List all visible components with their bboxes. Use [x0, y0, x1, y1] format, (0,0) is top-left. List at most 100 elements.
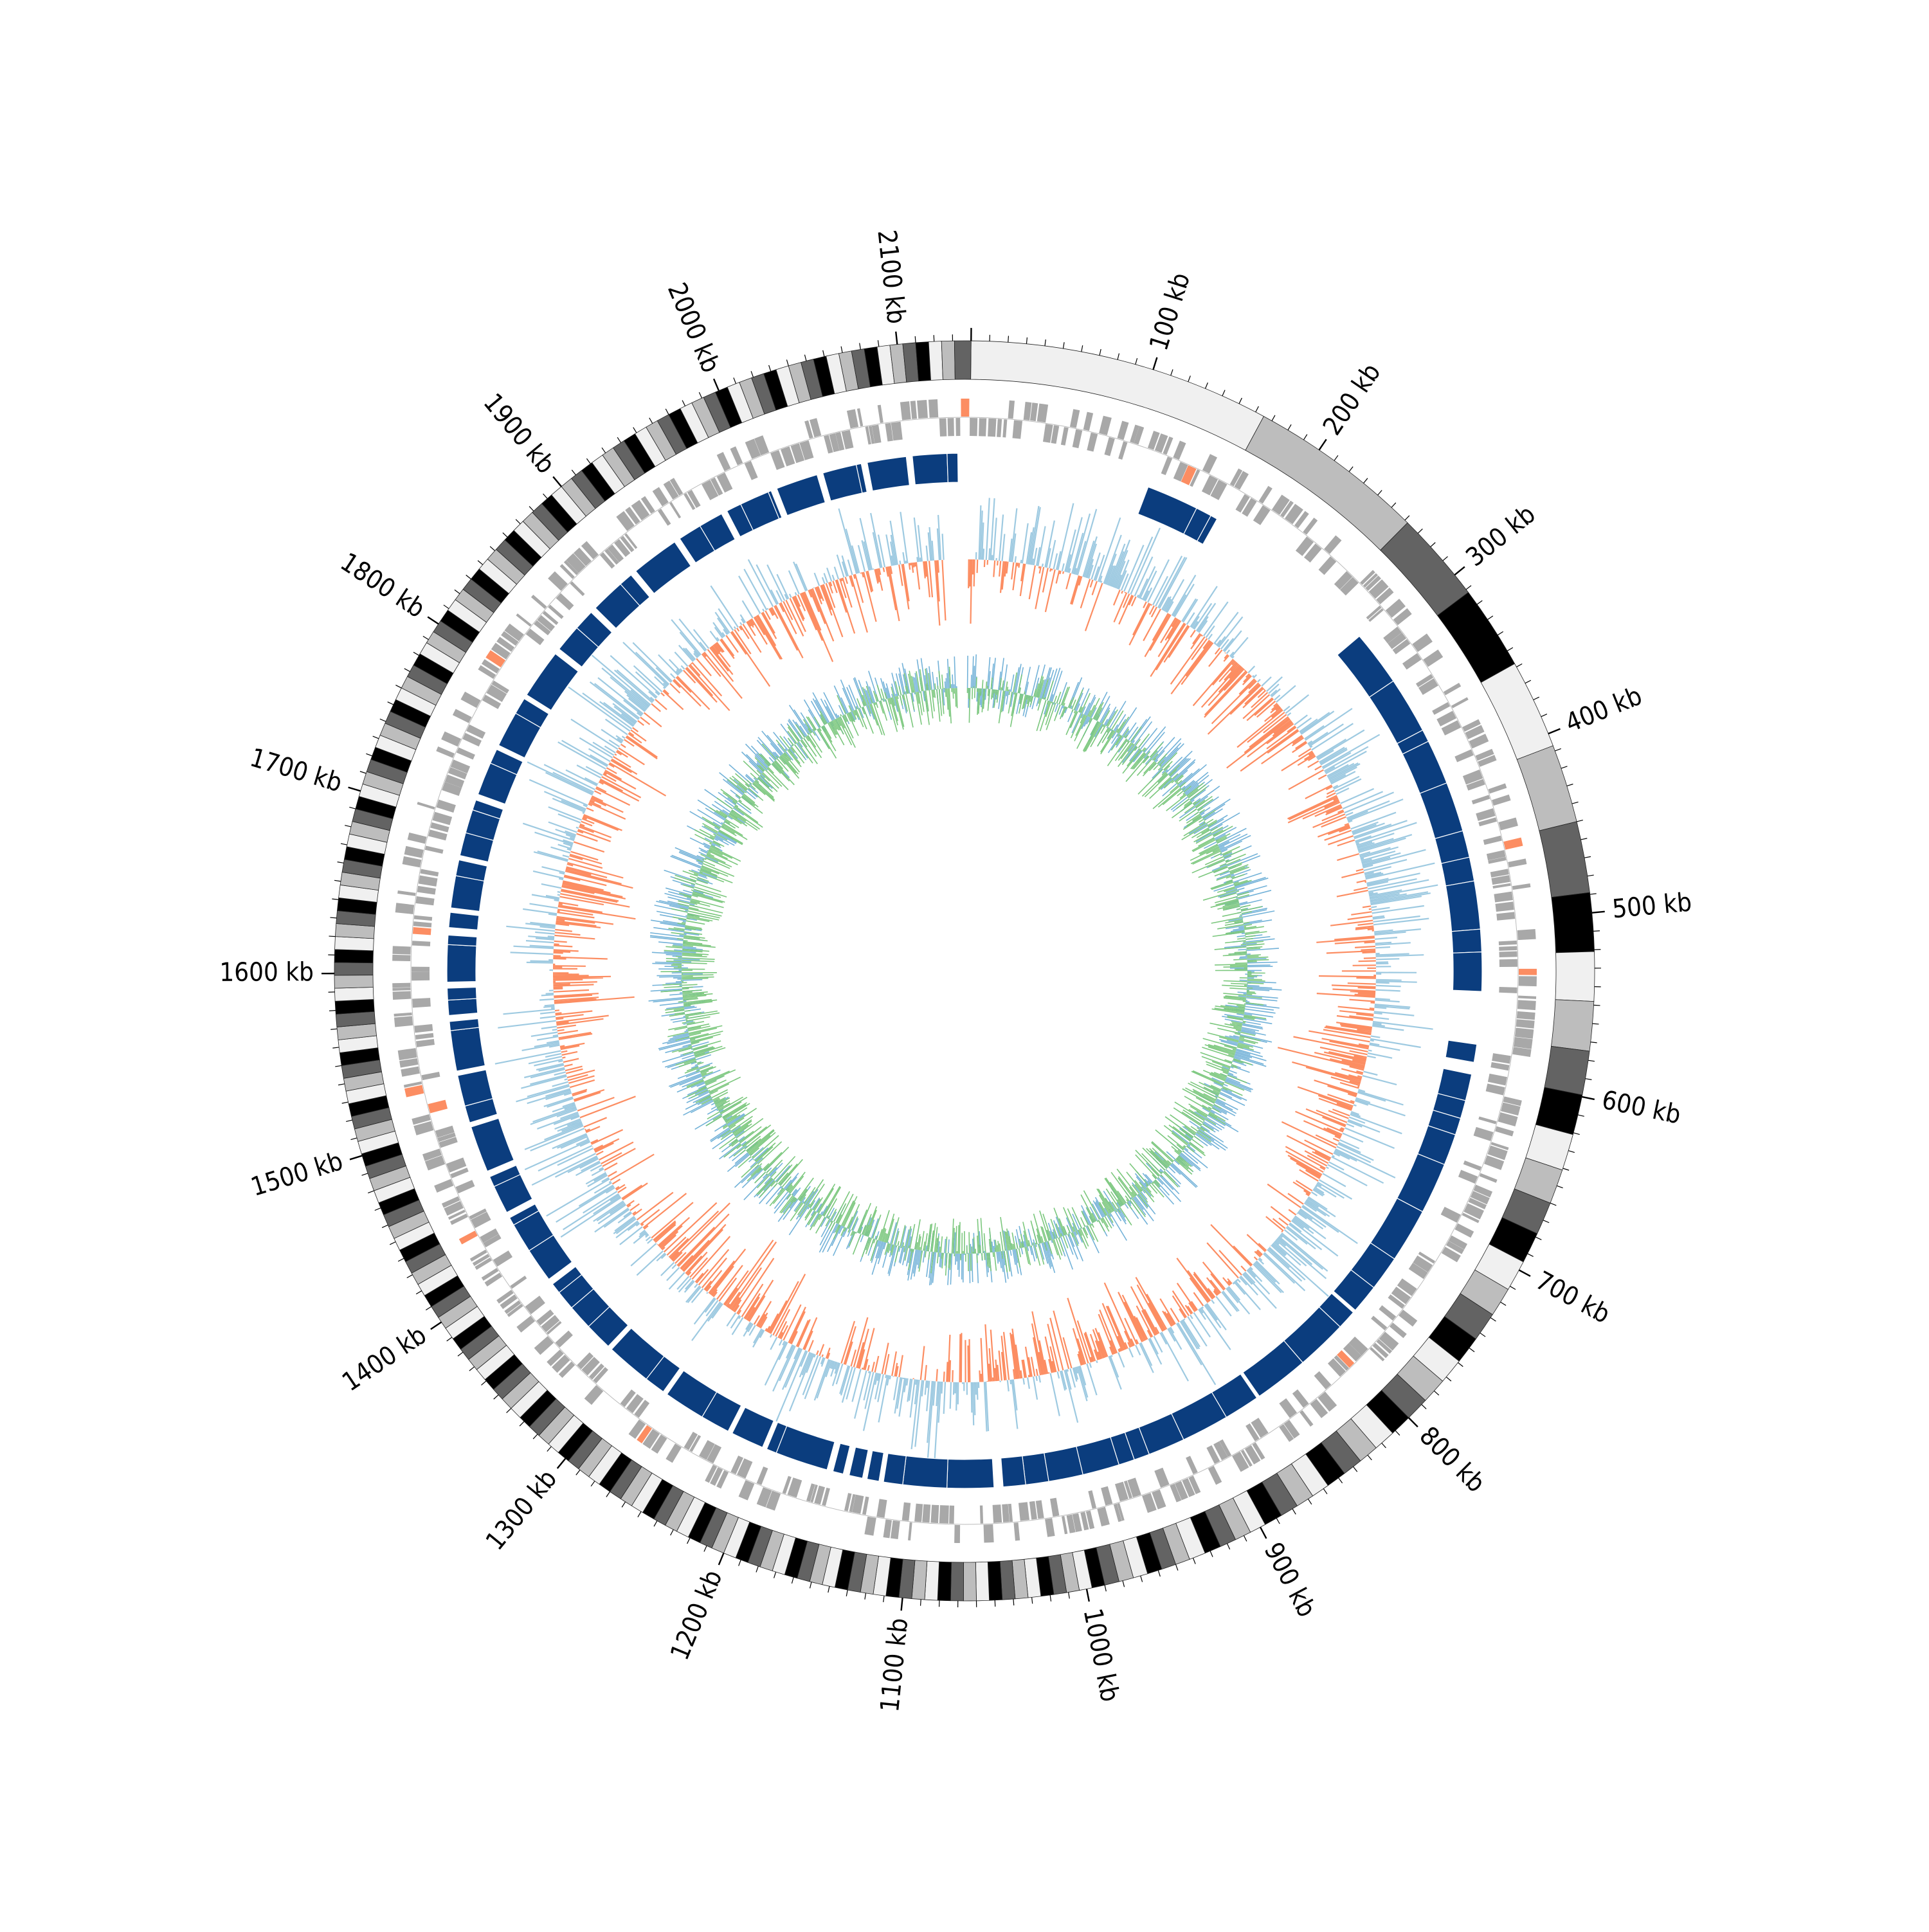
- minor-tick: [458, 1352, 463, 1356]
- minor-tick: [1323, 1488, 1327, 1494]
- contig-band: [1381, 523, 1469, 615]
- minor-tick: [841, 347, 842, 353]
- major-tick: [1592, 912, 1605, 913]
- tick-label: 1000 kb: [1078, 1606, 1125, 1704]
- minor-tick: [1395, 1431, 1400, 1435]
- minor-tick: [382, 1225, 388, 1227]
- gene-feature: [393, 991, 412, 1000]
- gene-feature: [420, 869, 439, 877]
- position-axis: [322, 328, 1605, 1611]
- gene-feature: [460, 692, 480, 708]
- minor-tick: [407, 1275, 413, 1278]
- minor-tick: [543, 494, 548, 499]
- gene-feature: [1259, 486, 1272, 504]
- gene-feature: [1013, 1522, 1020, 1541]
- synteny-block: [636, 542, 691, 593]
- gene-feature: [395, 903, 414, 914]
- gene-feature: [883, 1519, 892, 1538]
- contig-ideogram: [334, 341, 1595, 1601]
- synteny-block: [449, 912, 479, 930]
- gene-feature: [847, 409, 858, 428]
- minor-tick: [1171, 370, 1173, 375]
- gene-feature: [421, 1072, 440, 1080]
- gene-feature: [1480, 1173, 1498, 1183]
- gene-feature: [1399, 1310, 1417, 1326]
- gc-content-track: [649, 655, 1282, 1285]
- contig-band: [1544, 1046, 1589, 1095]
- minor-tick: [1206, 383, 1208, 388]
- gene-feature: [1458, 1170, 1478, 1184]
- contig-band: [1552, 892, 1595, 953]
- synteny-block: [448, 998, 478, 1015]
- minor-tick: [1210, 1551, 1213, 1557]
- tick-label: 2000 kb: [662, 278, 726, 377]
- minor-tick: [846, 1590, 847, 1596]
- minor-tick: [346, 1120, 352, 1121]
- synteny-block: [451, 876, 484, 911]
- major-tick: [1519, 1270, 1530, 1276]
- minor-tick: [1188, 375, 1191, 381]
- gene-feature: [1118, 420, 1129, 440]
- minor-tick: [1490, 1318, 1496, 1322]
- synteny-block: [912, 453, 948, 484]
- gene-feature: [939, 418, 947, 436]
- gene-feature: [425, 845, 444, 853]
- minor-tick: [1581, 838, 1588, 840]
- synteny-block: [1452, 929, 1482, 953]
- gene-feature: [1483, 836, 1502, 845]
- major-tick: [896, 332, 897, 345]
- minor-tick: [739, 1560, 741, 1566]
- minor-tick: [602, 447, 606, 453]
- minor-tick: [1227, 1544, 1229, 1549]
- gene-feature: [1232, 1452, 1249, 1472]
- synteny-block: [947, 453, 958, 482]
- minor-tick: [671, 1530, 674, 1535]
- gene-feature: [1104, 437, 1114, 456]
- minor-tick: [1588, 875, 1594, 876]
- gene-feature: [1463, 1160, 1481, 1171]
- gene-feature: [531, 595, 547, 609]
- minor-tick: [1443, 557, 1448, 561]
- minor-tick: [1578, 1115, 1584, 1116]
- minor-tick: [1422, 1405, 1426, 1409]
- minor-tick: [1100, 349, 1101, 356]
- minor-tick: [810, 1582, 811, 1589]
- gene-feature: [948, 418, 954, 436]
- tick-label: 1200 kb: [665, 1566, 729, 1665]
- gene-feature: [392, 983, 410, 988]
- minor-tick: [1364, 478, 1368, 483]
- gene-feature: [398, 1048, 417, 1060]
- gene-feature: [1499, 946, 1517, 951]
- minor-tick: [1082, 345, 1083, 352]
- gene-feature: [993, 1504, 1002, 1523]
- minor-tick: [1276, 1518, 1280, 1524]
- minor-tick: [1525, 680, 1531, 683]
- gene-feature: [1300, 1410, 1313, 1427]
- minor-tick: [1288, 424, 1291, 430]
- tick-label: 700 kb: [1531, 1266, 1615, 1330]
- gene-feature: [392, 946, 410, 954]
- minor-tick: [1534, 697, 1539, 700]
- gene-feature: [1488, 783, 1507, 793]
- minor-tick: [368, 1191, 374, 1193]
- contig-band: [334, 962, 373, 975]
- synteny-block: [777, 474, 825, 515]
- gene-feature: [1088, 1490, 1096, 1509]
- tick-label: 1800 kb: [335, 547, 430, 624]
- gene-feature: [1070, 409, 1080, 428]
- tick-label: 1600 kb: [219, 957, 314, 988]
- gene-feature: [653, 487, 669, 506]
- minor-tick: [1405, 516, 1409, 520]
- gene-feature: [408, 833, 427, 844]
- synteny-block: [883, 1454, 906, 1485]
- minor-tick: [633, 428, 637, 433]
- gene-feature: [878, 405, 883, 423]
- gene-feature: [1495, 1126, 1514, 1137]
- synteny-block: [1001, 1456, 1026, 1487]
- minor-tick: [342, 1102, 349, 1103]
- minor-tick: [1477, 600, 1482, 604]
- gene-feature: [857, 408, 863, 426]
- gene-feature: [1173, 440, 1186, 460]
- gene-feature: [1517, 1011, 1535, 1020]
